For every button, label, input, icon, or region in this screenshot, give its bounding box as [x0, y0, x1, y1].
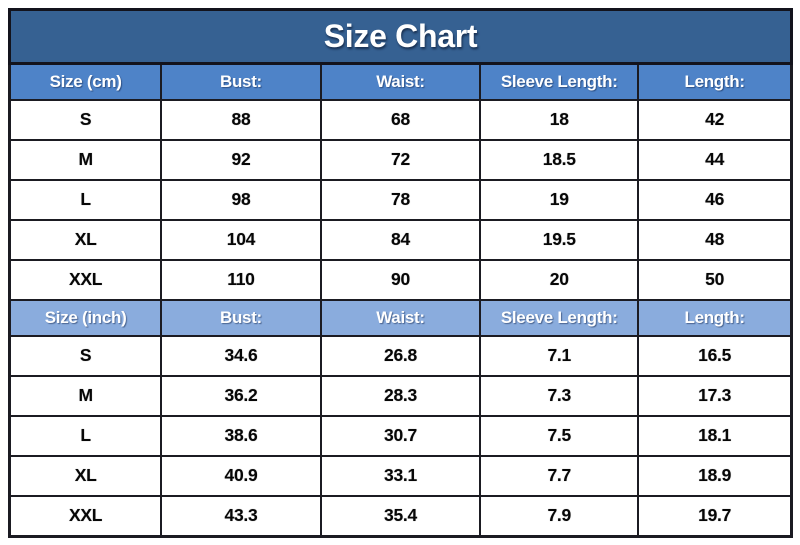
column-header: Size (inch)	[8, 298, 163, 337]
measurement-cell: 18.1	[637, 414, 793, 457]
column-header: Sleeve Length:	[479, 298, 640, 337]
measurement-cell: 84	[319, 218, 482, 261]
measurement-cell: 16.5	[637, 334, 793, 377]
page-title: Size Chart	[8, 8, 793, 65]
measurement-cell: 7.9	[479, 494, 640, 538]
section-inch: Size (inch) Bust: Waist: Sleeve Length: Leng…	[8, 298, 793, 538]
column-header: Bust:	[160, 298, 322, 337]
size-label-cell: L	[8, 178, 163, 221]
column-header: Bust:	[160, 62, 322, 101]
measurement-cell: 34.6	[160, 334, 322, 377]
measurement-cell: 44	[637, 138, 793, 181]
measurement-cell: 7.3	[479, 374, 640, 417]
size-label-cell: XXL	[8, 494, 163, 538]
table-row: XXL 110 90 20 50	[8, 258, 793, 301]
measurement-cell: 28.3	[319, 374, 482, 417]
table-row: XL 40.9 33.1 7.7 18.9	[8, 454, 793, 497]
size-label-cell: XXL	[8, 258, 163, 301]
measurement-cell: 17.3	[637, 374, 793, 417]
size-label-cell: XL	[8, 218, 163, 261]
measurement-cell: 18	[479, 98, 640, 141]
measurement-cell: 7.1	[479, 334, 640, 377]
measurement-cell: 98	[160, 178, 322, 221]
measurement-cell: 30.7	[319, 414, 482, 457]
size-label-cell: XL	[8, 454, 163, 497]
measurement-cell: 110	[160, 258, 322, 301]
measurement-cell: 19.5	[479, 218, 640, 261]
measurement-cell: 42	[637, 98, 793, 141]
table-row: XXL 43.3 35.4 7.9 19.7	[8, 494, 793, 538]
column-header: Sleeve Length:	[479, 62, 640, 101]
measurement-cell: 33.1	[319, 454, 482, 497]
title-row: Size Chart	[8, 8, 793, 65]
size-label-cell: M	[8, 374, 163, 417]
measurement-cell: 20	[479, 258, 640, 301]
measurement-cell: 78	[319, 178, 482, 221]
size-label-cell: S	[8, 98, 163, 141]
section-cm: Size (cm) Bust: Waist: Sleeve Length: Length…	[8, 62, 793, 301]
table-row: L 98 78 19 46	[8, 178, 793, 221]
measurement-cell: 36.2	[160, 374, 322, 417]
size-chart-table: Size Chart Size (cm) Bust: Waist: Sleeve Le…	[8, 8, 793, 538]
table-row: L 38.6 30.7 7.5 18.1	[8, 414, 793, 457]
size-label-cell: M	[8, 138, 163, 181]
table-row: M 92 72 18.5 44	[8, 138, 793, 181]
measurement-cell: 19	[479, 178, 640, 221]
measurement-cell: 48	[637, 218, 793, 261]
table-row: S 88 68 18 42	[8, 98, 793, 141]
measurement-cell: 50	[637, 258, 793, 301]
measurement-cell: 90	[319, 258, 482, 301]
column-header: Waist:	[319, 298, 482, 337]
measurement-cell: 7.5	[479, 414, 640, 457]
table-row: M 36.2 28.3 7.3 17.3	[8, 374, 793, 417]
measurement-cell: 26.8	[319, 334, 482, 377]
column-header: Waist:	[319, 62, 482, 101]
measurement-cell: 88	[160, 98, 322, 141]
measurement-cell: 19.7	[637, 494, 793, 538]
table-row: XL 104 84 19.5 48	[8, 218, 793, 261]
header-row-inch: Size (inch) Bust: Waist: Sleeve Length: Leng…	[8, 298, 793, 337]
measurement-cell: 35.4	[319, 494, 482, 538]
column-header: Size (cm)	[8, 62, 163, 101]
measurement-cell: 92	[160, 138, 322, 181]
measurement-cell: 7.7	[479, 454, 640, 497]
measurement-cell: 43.3	[160, 494, 322, 538]
measurement-cell: 40.9	[160, 454, 322, 497]
header-row-cm: Size (cm) Bust: Waist: Sleeve Length: Length…	[8, 62, 793, 101]
measurement-cell: 46	[637, 178, 793, 221]
measurement-cell: 18.9	[637, 454, 793, 497]
measurement-cell: 68	[319, 98, 482, 141]
size-label-cell: S	[8, 334, 163, 377]
column-header: Length:	[637, 62, 793, 101]
size-label-cell: L	[8, 414, 163, 457]
measurement-cell: 18.5	[479, 138, 640, 181]
measurement-cell: 72	[319, 138, 482, 181]
column-header: Length:	[637, 298, 793, 337]
measurement-cell: 104	[160, 218, 322, 261]
table-row: S 34.6 26.8 7.1 16.5	[8, 334, 793, 377]
measurement-cell: 38.6	[160, 414, 322, 457]
